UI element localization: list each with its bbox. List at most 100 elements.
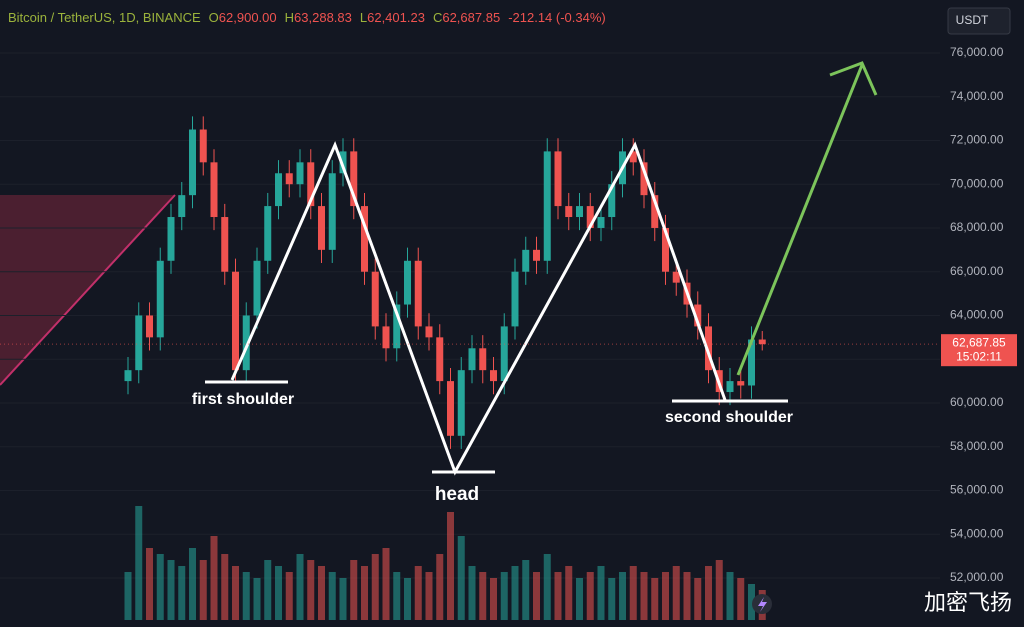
ohlc-label: O xyxy=(209,10,219,25)
volume-bar xyxy=(167,560,175,620)
volume-bar xyxy=(425,572,433,620)
volume-bar xyxy=(350,560,358,620)
candle-body xyxy=(511,271,519,327)
candle-body xyxy=(479,348,487,371)
candle-body xyxy=(189,129,196,196)
volume-bar xyxy=(468,566,476,620)
candle-body xyxy=(124,370,132,382)
candle-body xyxy=(576,206,583,218)
volume-bar xyxy=(608,578,616,620)
ohlc-value: 62,900.00 xyxy=(219,10,277,25)
candle-body xyxy=(242,315,250,371)
candle-body xyxy=(672,271,680,283)
y-tick-label: 66,000.00 xyxy=(950,264,1004,278)
pattern xyxy=(205,140,788,476)
ohlc-value: 63,288.83 xyxy=(294,10,352,25)
target-arrow xyxy=(736,61,878,376)
candle-body xyxy=(232,271,239,371)
candles xyxy=(124,116,766,449)
volume-bar xyxy=(576,578,583,620)
volume-bar xyxy=(640,572,648,620)
candle-body xyxy=(178,195,186,218)
candle-body xyxy=(156,260,164,338)
y-tick-label: 76,000.00 xyxy=(950,45,1004,59)
volume-bar xyxy=(619,572,626,620)
change: -212.14 (-0.34%) xyxy=(508,10,606,25)
volume-bar xyxy=(393,572,401,620)
volume-bar xyxy=(651,578,659,620)
candle-body xyxy=(705,326,712,371)
ohlc-label: L xyxy=(360,10,367,25)
symbol: Bitcoin / TetherUS, 1D, BINANCE xyxy=(8,10,201,25)
volume-bar xyxy=(285,572,293,620)
y-tick-label: 54,000.00 xyxy=(950,526,1004,540)
candle-body xyxy=(307,162,315,207)
currency: USDT xyxy=(956,13,989,27)
candle-body xyxy=(694,304,702,327)
volume-bar xyxy=(124,572,132,620)
candle-body xyxy=(608,184,616,218)
candle-body xyxy=(199,129,207,163)
ohlc-value: 62,687.85 xyxy=(442,10,500,25)
candle-body xyxy=(586,206,594,228)
candle-body xyxy=(662,227,669,272)
volume-bar xyxy=(232,566,239,620)
y-tick-label: 64,000.00 xyxy=(950,308,1004,322)
candle-body xyxy=(737,381,745,386)
candle-body xyxy=(361,206,368,272)
volume-bar xyxy=(586,572,594,620)
candle-body xyxy=(597,217,605,228)
volume-bar xyxy=(199,560,207,620)
last-price-label: 62,687.85 xyxy=(952,335,1006,349)
candle-body xyxy=(500,326,508,382)
volume-bar xyxy=(210,536,218,620)
annotation: first shoulder xyxy=(192,391,294,408)
volume-bar xyxy=(414,566,422,620)
volume-bar xyxy=(726,572,734,620)
y-tick-label: 52,000.00 xyxy=(950,570,1004,584)
volume-bar xyxy=(672,566,680,620)
volume-bar xyxy=(694,578,702,620)
y-tick-label: 70,000.00 xyxy=(950,176,1004,190)
volume-bar xyxy=(275,566,282,620)
volume-bar xyxy=(296,554,304,620)
volume-bar xyxy=(307,560,315,620)
volume-bar xyxy=(629,566,637,620)
candle-body xyxy=(554,151,562,207)
arrow-head xyxy=(829,61,878,96)
currency-button[interactable] xyxy=(947,7,1011,35)
volume-bar xyxy=(543,554,551,620)
candle-body xyxy=(522,249,530,272)
annotation: head xyxy=(435,484,479,505)
candle-body xyxy=(640,162,648,196)
volume-bar xyxy=(339,578,347,620)
volume-bar xyxy=(522,560,530,620)
volume-bar xyxy=(328,572,336,620)
candle-body xyxy=(447,381,454,436)
volume-bar xyxy=(705,566,712,620)
candle-body xyxy=(264,206,272,261)
volume-bar xyxy=(318,566,325,620)
last-price-box xyxy=(941,334,1017,367)
candle-body xyxy=(253,260,261,316)
candle-body xyxy=(404,260,411,305)
volume-bar xyxy=(156,554,164,620)
candle-body xyxy=(393,304,401,349)
arrow-line xyxy=(736,64,864,376)
volume-bar xyxy=(490,578,497,620)
candle-body xyxy=(543,151,551,261)
y-tick-label: 68,000.00 xyxy=(950,220,1004,234)
volume-bar xyxy=(457,536,465,620)
candle-body xyxy=(328,173,336,250)
volume-bar xyxy=(554,572,562,620)
bolt xyxy=(758,597,767,612)
price-axis xyxy=(940,0,1024,627)
volume-bar xyxy=(511,566,519,620)
y-tick-label: 58,000.00 xyxy=(950,439,1004,453)
volume-bar xyxy=(253,578,261,620)
candle-body xyxy=(285,173,293,185)
volume-bar xyxy=(533,572,540,620)
candle-body xyxy=(629,151,637,163)
